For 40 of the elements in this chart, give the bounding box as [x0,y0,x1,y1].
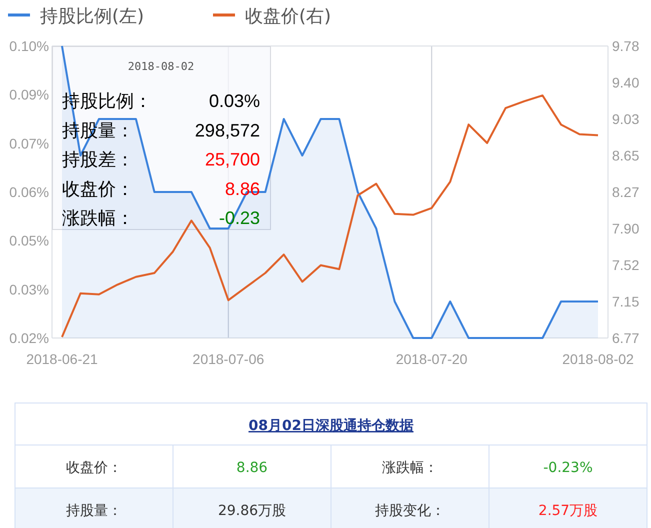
annotation: 2018-08-02 [128,60,194,73]
annotation: 8.86 [224,178,260,199]
annotation: 收盘价： [62,178,134,200]
y2-tick-label: 8.65 [612,148,640,164]
text: 持股量： [66,503,122,519]
annotation: 涨跌幅： [62,208,134,230]
text: 29.86万股 [218,503,286,519]
y2-tick-label: 7.52 [612,256,640,273]
text: 收盘价： [66,460,122,476]
y-tick-label: 0.10% [9,38,49,54]
legend-label: 持股比例(左) [40,6,144,27]
y-tick-label: 0.03% [9,281,49,298]
line-series [61,94,599,338]
annotation: 25,700 [204,150,260,170]
legend-label: 收盘价(右) [245,6,332,27]
x-tick-label: 2018-06-21 [26,351,98,367]
y2-tick-label: 9.03 [612,110,640,127]
y2-tick-label: 9.40 [612,74,640,90]
annotation: 298,572 [194,120,260,140]
text: 8.86 [236,460,268,476]
y-tick-label: 0.02% [9,330,49,346]
text: -0.23% [543,460,593,476]
x-tick-label: 2018-08-02 [562,351,634,367]
x-tick-label: 2018-07-06 [192,351,264,367]
annotation: 0.03% [208,91,260,111]
y2-tick-label: 6.77 [612,330,640,346]
text: 2.57万股 [538,503,598,519]
text: 持股变化： [375,503,445,519]
y-tick-label: 0.05% [9,232,49,249]
x-tick-label: 2018-07-20 [396,351,468,367]
text: 涨跌幅： [382,460,438,476]
y2-tick-label: 9.78 [612,38,640,54]
annotation: 持股差： [62,150,134,171]
text: 08月02日深股通持仓数据 [248,417,414,434]
y-tick-label: 0.06% [9,184,49,200]
y-tick-label: 0.09% [9,86,49,103]
y2-tick-label: 8.27 [612,184,640,200]
y2-tick-label: 7.15 [612,294,640,310]
y2-tick-label: 7.90 [612,220,640,236]
y-tick-label: 0.07% [9,135,49,152]
